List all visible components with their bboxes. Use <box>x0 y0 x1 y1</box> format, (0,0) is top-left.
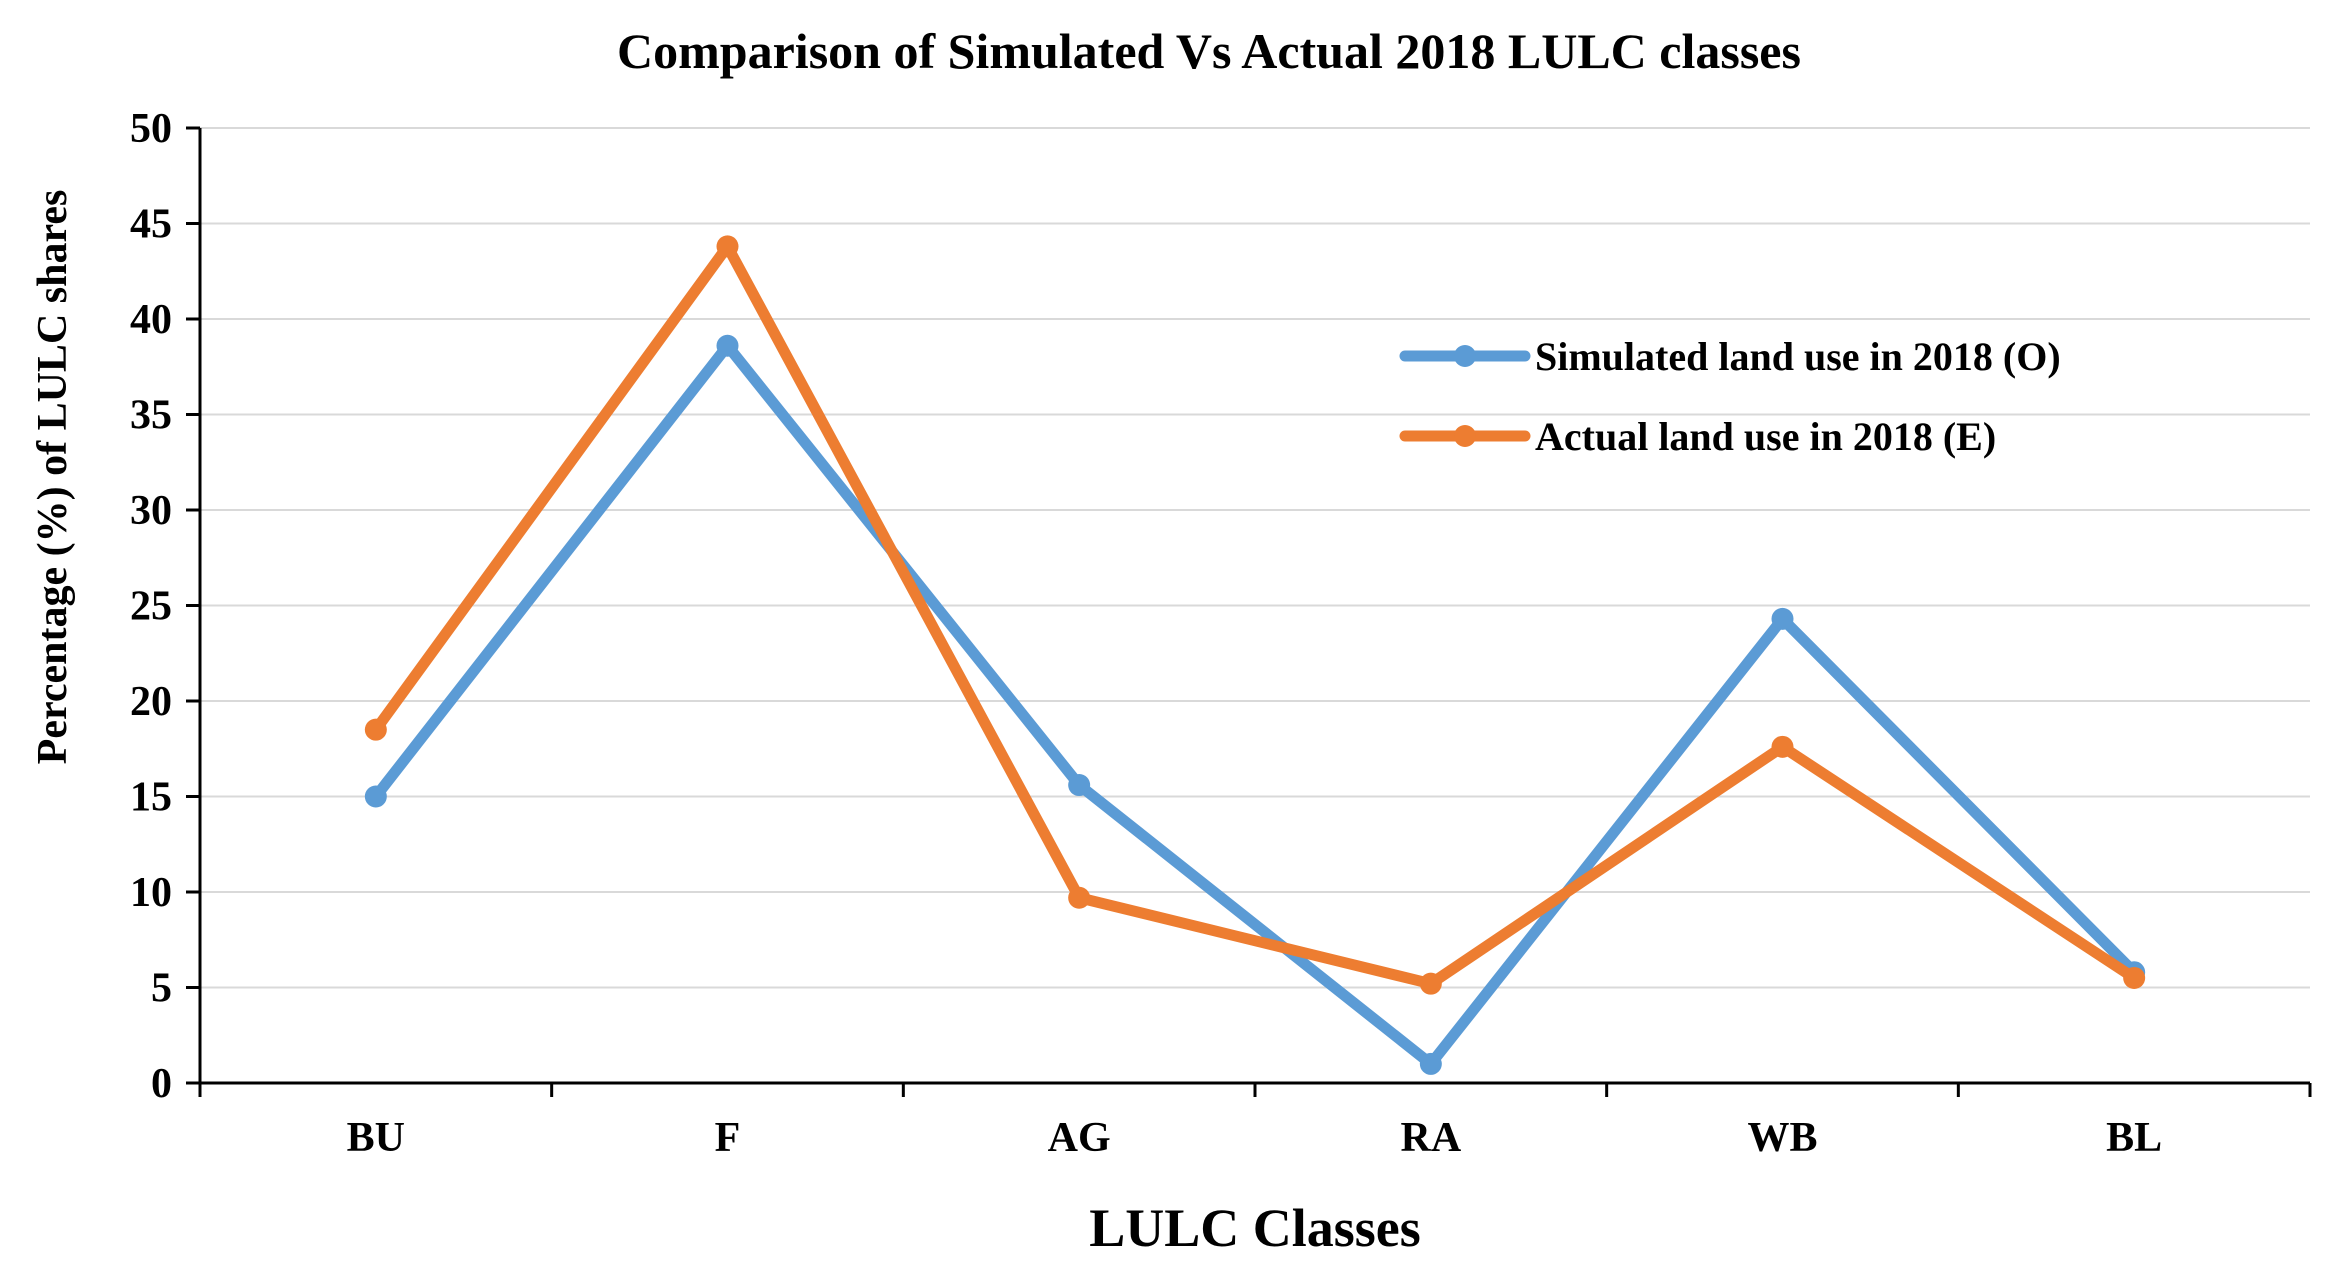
y-tick-label-10: 50 <box>130 106 172 152</box>
x-tick-label-ag: AG <box>1048 1115 1111 1161</box>
y-tick-label-4: 20 <box>130 679 172 725</box>
y-tick-label-8: 40 <box>130 297 172 343</box>
series-0-point-wb <box>1771 607 1794 630</box>
series-0-point-ra <box>1419 1052 1442 1075</box>
series-1-point-bl <box>2123 966 2146 989</box>
legend-marker-1 <box>1454 425 1476 447</box>
series-0-point-bu <box>364 785 387 808</box>
y-tick-label-2: 10 <box>130 870 172 916</box>
x-tick-label-f: F <box>715 1115 741 1161</box>
x-axis-title: LULC Classes <box>1089 1198 1421 1258</box>
axes <box>186 126 2312 1097</box>
gridlines <box>200 127 2310 989</box>
y-tick-label-1: 5 <box>151 966 172 1012</box>
x-tick-label-ra: RA <box>1400 1115 1461 1161</box>
series-0-point-f <box>716 334 739 357</box>
legend-label-1: Actual land use in 2018 (E) <box>1535 414 1996 459</box>
tick-labels: 0 5 10 15 20 25 30 35 40 45 50 BU F AG RA WB BL <box>130 106 2162 1161</box>
legend-label-0: Simulated land use in 2018 (O) <box>1535 334 2061 379</box>
legend: Simulated land use in 2018 (O) Actual lan… <box>1399 334 2061 459</box>
legend-marker-0 <box>1454 345 1476 367</box>
series-line-0 <box>370 340 2140 1070</box>
y-tick-label-6: 30 <box>130 488 172 534</box>
y-tick-label-0: 0 <box>151 1061 172 1107</box>
x-tick-label-wb: WB <box>1747 1115 1817 1161</box>
y-tick-label-9: 45 <box>130 202 172 248</box>
series-1-point-ag <box>1068 886 1091 909</box>
chart-title: Comparison of Simulated Vs Actual 2018 L… <box>617 23 1801 79</box>
series-1-point-f <box>716 235 739 258</box>
x-tick-label-bu: BU <box>347 1115 405 1161</box>
y-axis-title: Percentage (%) of LULC shares <box>30 190 76 765</box>
y-tick-label-7: 35 <box>130 393 172 439</box>
series-0-point-ag <box>1068 774 1091 797</box>
series-1-point-wb <box>1771 735 1794 758</box>
series-lines <box>364 235 2146 1075</box>
series-line-1 <box>370 240 2140 990</box>
series-1-point-bu <box>364 718 387 741</box>
x-tick-label-bl: BL <box>2106 1115 2162 1161</box>
y-tick-label-5: 25 <box>130 584 172 630</box>
y-tick-label-3: 15 <box>130 775 172 821</box>
series-1-point-ra <box>1419 972 1442 995</box>
